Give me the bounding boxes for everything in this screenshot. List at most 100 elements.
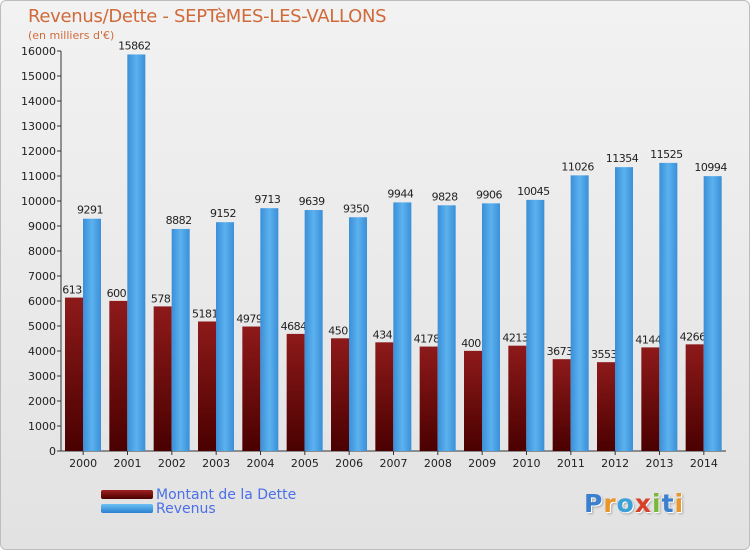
y-tick-label: 13000: [21, 120, 56, 133]
bar-dette: [242, 326, 261, 451]
y-tick-label: 1000: [28, 420, 56, 433]
bar-revenus: [349, 217, 367, 451]
y-tick-label: 8000: [28, 245, 56, 258]
x-tick-label: 2003: [202, 457, 230, 470]
data-label-dette: 3673: [547, 345, 573, 358]
x-tick-label: 2014: [690, 457, 718, 470]
data-label-revenus: 15862: [118, 39, 151, 52]
x-tick-label: 2007: [380, 457, 408, 470]
data-label-revenus: 9828: [432, 190, 458, 203]
y-tick-label: 7000: [28, 270, 56, 283]
legend-item-revenus: Revenus: [101, 501, 401, 517]
bar-dette: [109, 300, 128, 451]
bar-revenus: [171, 228, 190, 451]
x-tick-label: 2000: [69, 457, 97, 470]
y-tick-label: 14000: [21, 95, 56, 108]
data-label-revenus: 10045: [517, 185, 550, 198]
y-tick-label: 5000: [28, 320, 56, 333]
data-label-revenus: 9906: [476, 188, 502, 201]
bar-revenus: [83, 218, 101, 451]
y-tick-label: 0: [49, 445, 56, 458]
bar-dette: [464, 350, 482, 451]
x-tick-label: 2005: [291, 457, 319, 470]
bar-dette: [198, 321, 216, 451]
y-tick-label: 10000: [21, 195, 56, 208]
data-label-dette: 3553: [591, 348, 617, 361]
revenus-bars-group: [83, 54, 722, 451]
bar-revenus: [260, 208, 279, 451]
data-label-dette: 400: [461, 337, 481, 350]
y-tick-label: 12000: [21, 145, 56, 158]
y-tick-label: 2000: [28, 395, 56, 408]
bar-revenus: [393, 202, 412, 451]
x-tick-label: 2004: [247, 457, 275, 470]
chart-title: Revenus/Dette - SEPTèMES-LES-VALLONS: [28, 6, 387, 27]
bar-revenus: [615, 167, 633, 451]
logo-letter: x: [634, 489, 652, 518]
data-label-revenus: 9291: [77, 204, 103, 217]
data-label-dette: 450: [328, 324, 348, 337]
bar-dette: [331, 338, 349, 451]
x-tick-label: 2011: [557, 457, 585, 470]
y-tick-label: 4000: [28, 345, 56, 358]
y-tick-label: 3000: [28, 370, 56, 383]
x-tick-label: 2009: [468, 457, 496, 470]
logo-letter: i: [674, 489, 685, 518]
data-label-dette: 4213: [502, 332, 528, 345]
logo-letter: r: [603, 489, 617, 518]
data-label-dette: 4979: [236, 313, 262, 326]
data-label-dette: 4684: [281, 320, 307, 333]
legend-label-dette: Montant de la Dette: [156, 487, 297, 503]
data-label-dette: 600: [107, 287, 127, 300]
bar-revenus: [482, 203, 500, 451]
bar-dette: [286, 333, 305, 451]
y-tick-label: 16000: [21, 45, 56, 58]
data-label-revenus: 8882: [166, 214, 192, 227]
bar-dette: [153, 306, 172, 451]
data-label-dette: 4144: [635, 333, 661, 346]
x-tick-label: 2013: [646, 457, 674, 470]
logo-letter: P: [584, 489, 604, 518]
y-tick-label: 15000: [21, 70, 56, 83]
data-label-revenus: 9944: [387, 187, 413, 200]
y-tick-label: 11000: [21, 170, 56, 183]
x-tick-label: 2002: [158, 457, 186, 470]
bar-revenus: [216, 222, 234, 451]
bar-revenus: [437, 205, 456, 451]
proxiti-logo: Proxiti: [584, 489, 684, 518]
chart-subtitle: (en milliers d'€): [28, 29, 115, 42]
bar-dette: [641, 347, 660, 451]
data-label-revenus: 11026: [561, 160, 594, 173]
bar-dette: [685, 344, 704, 451]
x-tick-label: 2012: [601, 457, 629, 470]
data-label-revenus: 9152: [210, 207, 236, 220]
bar-revenus: [659, 162, 678, 451]
data-label-revenus: 9639: [299, 195, 325, 208]
legend-swatch-dette: [101, 490, 153, 499]
x-tick-label: 2008: [424, 457, 452, 470]
data-label-dette: 4266: [680, 330, 706, 343]
data-label-dette: 434: [373, 328, 393, 341]
bar-revenus: [703, 176, 722, 451]
bar-dette: [508, 345, 527, 451]
y-tick-label: 6000: [28, 295, 56, 308]
bar-revenus: [127, 54, 146, 451]
legend-swatch-revenus: [101, 504, 153, 513]
data-label-revenus: 9350: [343, 202, 369, 215]
data-label-revenus: 11525: [650, 148, 683, 161]
legend-label-revenus: Revenus: [156, 501, 216, 517]
bar-revenus: [304, 210, 323, 451]
legend-item-dette: Montant de la Dette: [101, 487, 401, 503]
bar-dette: [65, 297, 83, 451]
logo-letter: t: [661, 489, 675, 518]
logo-letter: o: [616, 489, 635, 518]
data-label-dette: 5181: [192, 307, 218, 320]
x-tick-label: 2006: [335, 457, 363, 470]
data-label-revenus: 11354: [606, 152, 639, 165]
bar-dette: [552, 359, 571, 451]
bar-revenus: [570, 175, 589, 451]
y-tick-label: 9000: [28, 220, 56, 233]
data-label-dette: 4178: [414, 333, 440, 346]
